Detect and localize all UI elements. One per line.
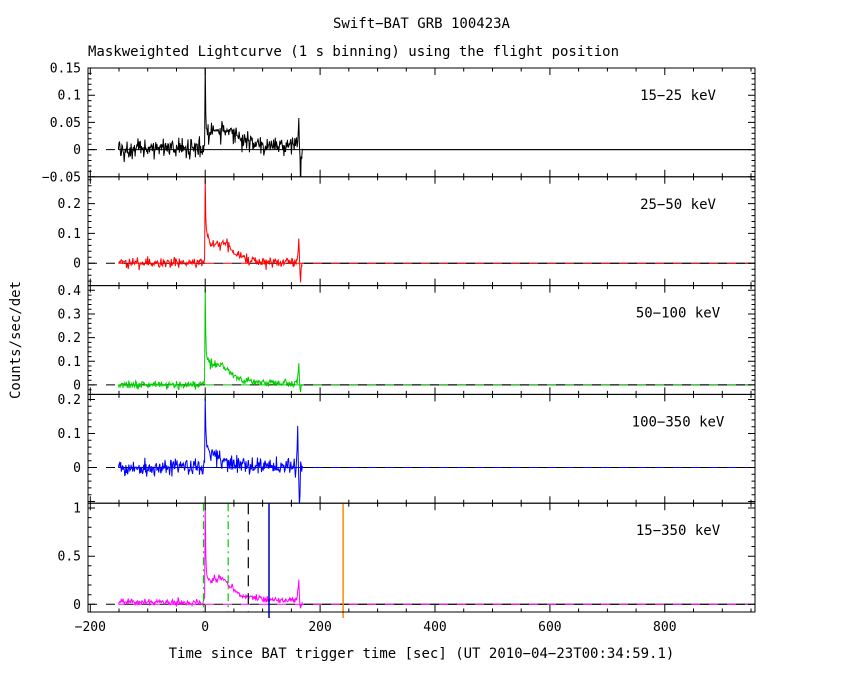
y-tick-label: 0.2 [58, 331, 81, 346]
lightcurve-curve [117, 503, 303, 609]
y-axis-label: Counts/sec/det [8, 280, 24, 400]
chart-subtitle: Maskweighted Lightcurve (1 s binning) us… [88, 44, 620, 60]
x-tick-label: 600 [538, 620, 561, 635]
axis-ticks [88, 176, 755, 286]
band-label: 15−350 keV [636, 523, 721, 539]
chart-title: Swift−BAT GRB 100423A [332, 16, 510, 32]
y-tick-label: 1 [73, 502, 81, 517]
y-tick-label: 0 [73, 257, 81, 272]
band-label: 25−50 keV [640, 197, 716, 213]
y-tick-label: 0 [73, 461, 81, 476]
y-tick-label: 0.2 [58, 393, 81, 408]
x-tick-label: 400 [423, 620, 446, 635]
x-axis-label: Time since BAT trigger time [sec] (UT 20… [168, 646, 675, 662]
axis-ticks [88, 67, 755, 178]
panel-15-25-keV: −0.05 0 0.05 0.1 0.15 15−25 keV [42, 62, 756, 185]
y-tick-label: 0.15 [50, 62, 81, 77]
y-tick-label: 0 [73, 598, 81, 613]
x-tick-label: −200 [75, 620, 106, 635]
y-tick-label: 0 [73, 378, 81, 393]
x-tick-label: 800 [653, 620, 676, 635]
x-tick-label: 0 [201, 620, 209, 635]
y-tick-label: −0.05 [42, 170, 81, 185]
y-tick-label: 0.1 [58, 427, 81, 442]
y-tick-label: 0.1 [58, 89, 81, 104]
y-tick-label: 0.1 [58, 355, 81, 370]
y-tick-label: 0.1 [58, 227, 81, 242]
lightcurve-curve [117, 288, 303, 393]
y-tick-label: 0.05 [50, 116, 81, 131]
band-label: 15−25 keV [640, 88, 716, 104]
axis-ticks [88, 394, 755, 504]
panel-frame [87, 393, 756, 504]
panel-frame [87, 285, 756, 395]
band-label: 50−100 keV [636, 306, 721, 322]
axis-ticks [88, 285, 755, 395]
lightcurve-curve [117, 397, 303, 504]
y-tick-label: 0.3 [58, 308, 81, 323]
lightcurve-curve [117, 68, 303, 177]
y-tick-label: 0 [73, 143, 81, 158]
band-label: 100−350 keV [632, 414, 725, 430]
panel-25-50-keV: 0 0.1 0.2 25−50 keV [58, 176, 756, 287]
panel-15-350-keV: 0 0.5 1 15−350 keV [58, 502, 756, 618]
axis-ticks [88, 503, 755, 612]
y-tick-label: 0.4 [58, 284, 82, 299]
panel-frame [87, 176, 756, 287]
x-tick-label: 200 [308, 620, 331, 635]
panel-100-350-keV: 0 0.1 0.2 100−350 keV [58, 393, 756, 504]
panel-frame [87, 67, 756, 178]
y-tick-label: 0.2 [58, 197, 81, 212]
y-tick-label: 0.5 [58, 550, 81, 565]
panel-frame [87, 502, 756, 613]
panel-50-100-keV: 0 0.1 0.2 0.3 0.4 50−100 keV [58, 284, 756, 395]
lightcurve-curve [118, 178, 303, 283]
